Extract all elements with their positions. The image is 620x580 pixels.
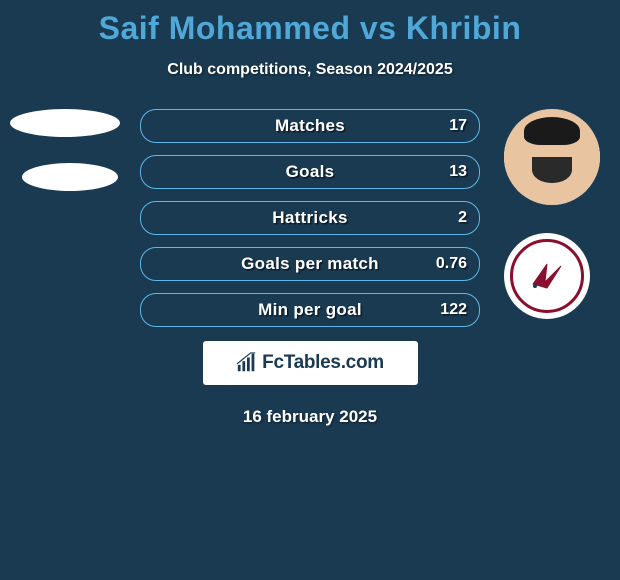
stat-label: Min per goal	[258, 300, 362, 320]
stat-row-matches: Matches 17	[140, 109, 480, 143]
stat-label: Goals	[286, 162, 335, 182]
brand-text: FcTables.com	[262, 352, 384, 374]
stats-list: Matches 17 Goals 13 Hattricks 2 Goals pe…	[140, 109, 480, 327]
subtitle: Club competitions, Season 2024/2025	[0, 61, 620, 79]
comparison-content: Matches 17 Goals 13 Hattricks 2 Goals pe…	[0, 109, 620, 427]
stat-label: Hattricks	[272, 208, 347, 228]
bar-chart-icon	[236, 352, 258, 374]
brand-box: FcTables.com	[203, 341, 418, 385]
date-text: 16 february 2025	[0, 407, 620, 427]
left-club-badge-placeholder	[22, 163, 118, 191]
right-club-badge	[504, 233, 590, 319]
left-player-avatar-placeholder	[10, 109, 120, 137]
stat-label: Goals per match	[241, 254, 379, 274]
stat-value-right: 0.76	[436, 255, 467, 273]
right-player-column	[504, 109, 600, 319]
club-crest-icon	[527, 256, 567, 296]
stat-value-right: 13	[449, 163, 467, 181]
stat-value-right: 17	[449, 117, 467, 135]
right-player-avatar	[504, 109, 600, 205]
stat-value-right: 122	[440, 301, 467, 319]
stat-row-min-per-goal: Min per goal 122	[140, 293, 480, 327]
stat-row-goals-per-match: Goals per match 0.76	[140, 247, 480, 281]
left-player-column	[10, 109, 120, 217]
stat-row-goals: Goals 13	[140, 155, 480, 189]
club-badge-ring-icon	[510, 239, 584, 313]
stat-label: Matches	[275, 116, 345, 136]
page-title: Saif Mohammed vs Khribin	[0, 0, 620, 47]
stat-row-hattricks: Hattricks 2	[140, 201, 480, 235]
stat-value-right: 2	[458, 209, 467, 227]
player-face-icon	[504, 109, 600, 205]
